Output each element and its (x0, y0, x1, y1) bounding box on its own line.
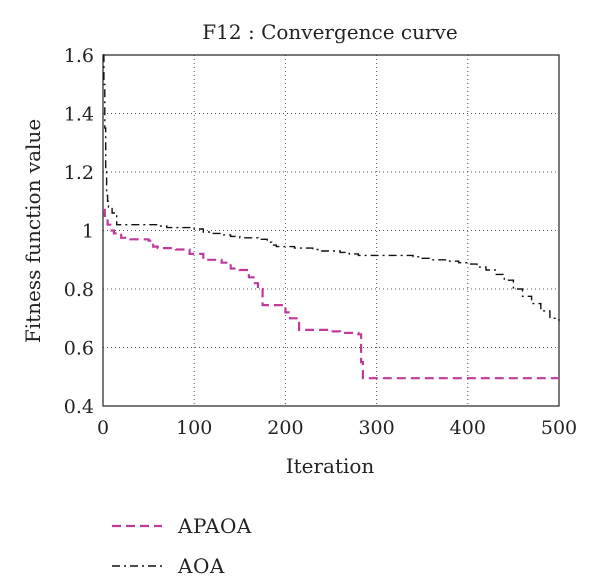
y-tick-label: 1.4 (64, 104, 94, 126)
y-axis-label: Fitness function value (21, 119, 45, 343)
legend-item-apaoa: APAOA (112, 506, 252, 546)
x-axis-label: Iteration (286, 454, 375, 478)
convergence-chart: F12 : Convergence curve 0 100 200 300 400 500… (21, 20, 577, 478)
x-tick-label: 500 (541, 417, 577, 439)
y-tick-label: 0.6 (64, 338, 94, 360)
series-layer (103, 54, 560, 380)
x-tick-label: 400 (450, 417, 486, 439)
y-tick-label: 1 (82, 221, 94, 243)
grid-lines (103, 55, 559, 406)
plot-frame (102, 54, 560, 407)
x-tick-label: 300 (358, 417, 394, 439)
legend-item-aoa: AOA (112, 546, 252, 586)
x-tick-label: 200 (267, 417, 303, 439)
legend-label-aoa: AOA (178, 554, 225, 578)
aoa-legend-swatch (112, 565, 162, 567)
series-line-apaoa (103, 208, 559, 380)
legend-label-apaoa: APAOA (178, 514, 252, 538)
y-tick-label: 1.6 (64, 45, 94, 67)
x-tick-label: 0 (97, 417, 109, 439)
series-line-aoa (103, 54, 560, 322)
y-tick-labels: 0.4 0.6 0.8 1 1.2 1.4 1.6 (64, 45, 94, 418)
apaoa-legend-swatch (112, 524, 162, 528)
y-tick-label: 1.2 (64, 162, 94, 184)
x-tick-labels: 0 100 200 300 400 500 (97, 417, 577, 439)
chart-title: F12 : Convergence curve (202, 20, 457, 44)
x-tick-label: 100 (176, 417, 212, 439)
legend: APAOA AOA (112, 506, 252, 586)
y-tick-label: 0.8 (64, 279, 94, 301)
y-tick-label: 0.4 (64, 396, 94, 418)
